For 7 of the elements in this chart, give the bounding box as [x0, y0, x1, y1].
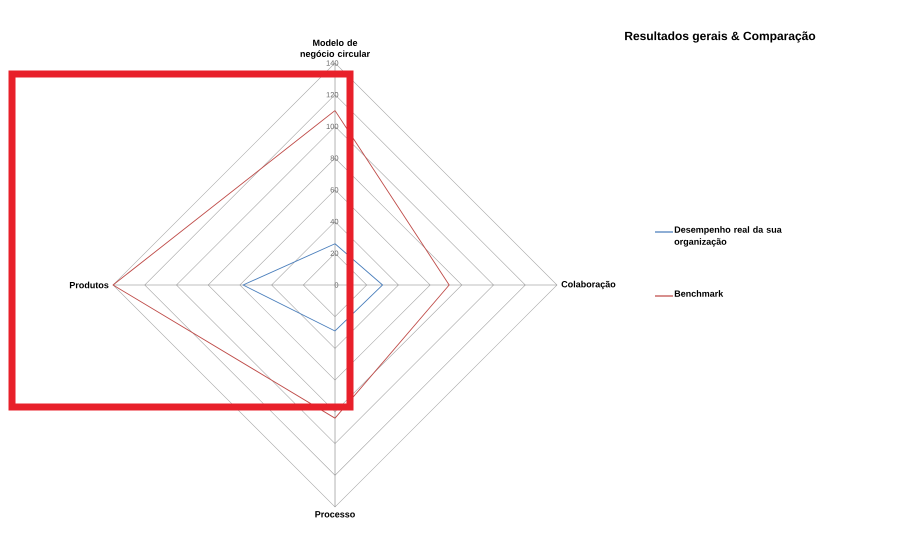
legend-label: Benchmark [674, 290, 724, 297]
chart-title: Resultados gerais & Comparação [625, 31, 816, 43]
legend-label: Desempenho real da sua organização [674, 226, 782, 247]
spoke-label: Colaboração [562, 280, 616, 290]
spoke-label: Processo [315, 511, 355, 518]
spoke-label: Produtos [70, 282, 108, 288]
spoke-label: Modelo de negócio circular [300, 39, 370, 59]
